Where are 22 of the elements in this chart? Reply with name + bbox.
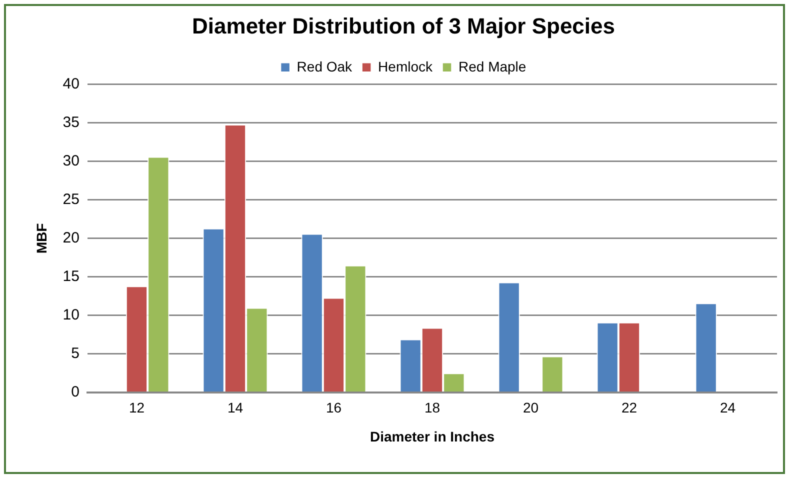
y-tick-label: 10 bbox=[62, 306, 80, 324]
x-axis-title: Diameter in Inches bbox=[370, 428, 495, 444]
x-tick-label: 18 bbox=[424, 400, 440, 416]
y-tick-label: 20 bbox=[62, 230, 80, 247]
legend-label: Red Maple bbox=[458, 58, 526, 74]
legend-label: Red Oak bbox=[296, 58, 354, 74]
x-tick-label: 24 bbox=[720, 400, 736, 416]
y-tick-label: 5 bbox=[71, 345, 80, 362]
chart-title: Diameter Distribution of 3 Major Species bbox=[192, 13, 615, 38]
legend-label: Hemlock bbox=[378, 58, 434, 74]
y-tick-label: 25 bbox=[62, 191, 80, 208]
y-tick-label: 30 bbox=[62, 152, 80, 170]
x-tick-label: 20 bbox=[522, 400, 539, 416]
x-tick-label: 12 bbox=[128, 400, 145, 416]
y-tick-label: 0 bbox=[71, 384, 80, 401]
y-tick-label: 15 bbox=[62, 268, 80, 286]
y-tick-label: 35 bbox=[62, 114, 80, 132]
x-tick-label: 14 bbox=[227, 400, 244, 416]
x-tick-label: 16 bbox=[326, 400, 342, 416]
y-tick-label: 40 bbox=[62, 76, 80, 93]
y-axis-title: MBF bbox=[33, 222, 50, 254]
x-tick-label: 22 bbox=[621, 400, 638, 416]
